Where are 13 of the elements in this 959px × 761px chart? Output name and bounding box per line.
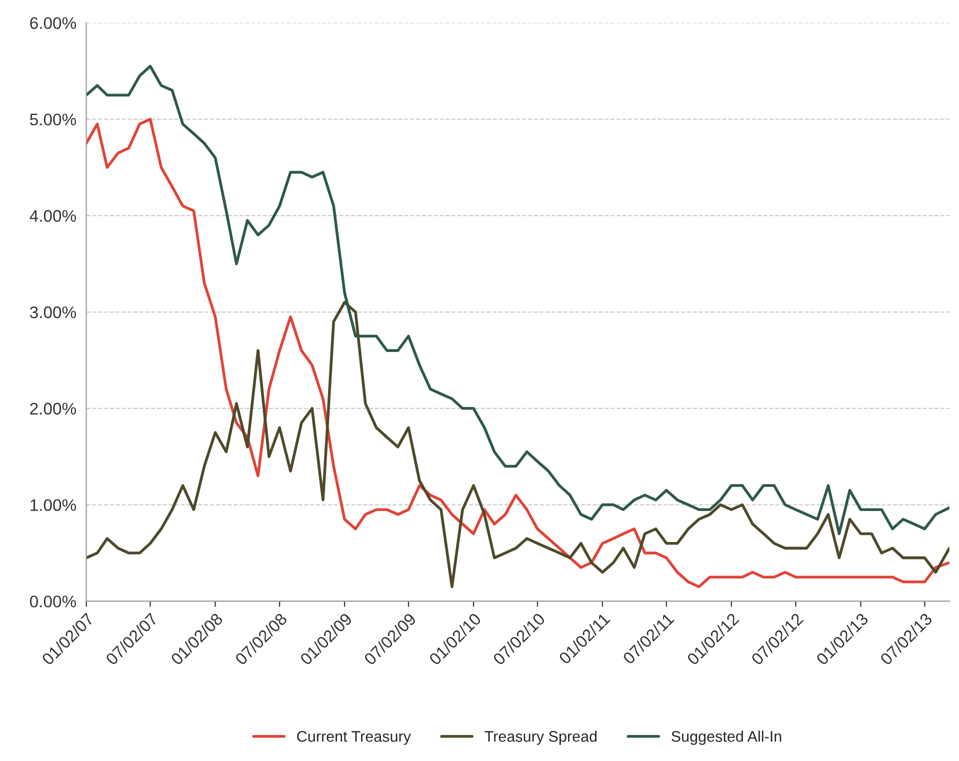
legend-label: Treasury Spread [484,730,597,745]
y-tick-label: 2.00% [30,402,76,415]
y-tick-label: 0.00% [30,596,76,608]
y-tick-label: 4.00% [30,210,76,222]
line-series [86,64,950,536]
y-tick-label: 5.00% [30,114,76,126]
y-tick-label: 1.00% [30,499,76,511]
line-series [86,118,950,588]
line-series [86,300,950,588]
legend-label: Current Treasury [297,731,411,745]
legend-label: Suggested All-In [672,730,782,745]
y-tick-label: 6.00% [30,17,76,30]
y-tick-label: 3.00% [30,306,76,318]
